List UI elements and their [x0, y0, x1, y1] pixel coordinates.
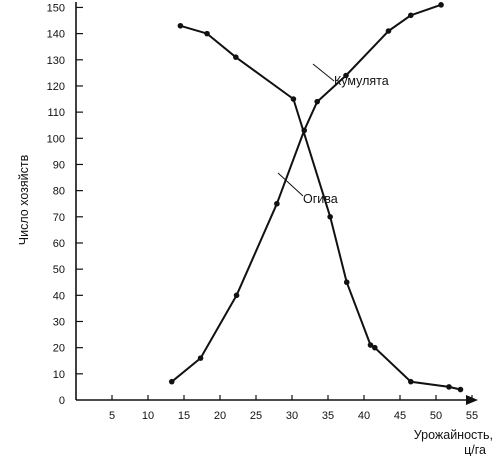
data-point-ogive	[327, 214, 333, 220]
y-axis-title: Число хозяйств	[17, 154, 31, 245]
x-tick-label: 45	[394, 410, 406, 422]
x-tick-label: 35	[322, 410, 334, 422]
series-labels: Кумулята Огива	[277, 63, 389, 206]
series-label-cumulative: Кумулята	[334, 74, 389, 88]
data-point-ogive	[343, 279, 350, 286]
y-tick-label: 70	[53, 212, 65, 224]
data-point-ogive	[177, 22, 184, 29]
series-layer	[168, 2, 464, 393]
y-tick-label: 150	[47, 2, 65, 14]
x-axis-title: Урожайность,	[414, 428, 493, 442]
data-point-cumulative	[314, 98, 321, 105]
data-point-cumulative	[438, 2, 444, 8]
series-label-ogive: Огива	[303, 192, 338, 206]
y-tick-label: 80	[53, 186, 65, 198]
x-tick-label: 40	[358, 410, 370, 422]
x-axis-unit: ц/га	[464, 443, 486, 456]
y-tick-label: 100	[47, 133, 65, 145]
y-tick-label: 90	[53, 159, 65, 171]
data-point-cumulative	[408, 12, 414, 19]
data-point-ogive	[233, 54, 239, 60]
series-ogive	[177, 22, 464, 393]
series-leader-cumulative	[312, 63, 335, 82]
series-line-ogive	[179, 24, 462, 391]
x-axis: 5 10 15 20 25 30 35 40 45 50 55 Урожайность, ц/га	[76, 395, 493, 456]
data-point-ogive	[408, 378, 414, 385]
y-tick-label: 50	[53, 264, 65, 276]
x-tick-label: 15	[178, 410, 190, 422]
y-ticks: 0 10 20 30 40 50 60 70 80 90 100 110 120 130 140 150	[47, 2, 83, 407]
data-point-ogive	[457, 386, 464, 393]
data-point-cumulative	[343, 72, 349, 79]
x-tick-label: 25	[250, 410, 262, 422]
y-tick-label: 40	[53, 290, 65, 302]
data-point-cumulative	[197, 355, 204, 361]
data-point-cumulative	[385, 28, 392, 34]
x-tick-label: 10	[142, 410, 154, 422]
y-tick-label: 30	[53, 316, 65, 328]
data-point-cumulative	[233, 292, 240, 299]
data-point-cumulative	[274, 200, 280, 207]
y-tick-label: 10	[53, 369, 65, 381]
y-tick-label: 0	[59, 395, 65, 407]
data-point-ogive	[367, 342, 374, 348]
y-tick-label: 130	[47, 55, 65, 67]
series-leader-ogive	[277, 172, 304, 197]
x-tick-label: 50	[430, 410, 442, 422]
series-line-cumulative	[170, 3, 442, 383]
data-point-cumulative	[168, 378, 175, 385]
y-tick-label: 120	[47, 81, 65, 93]
data-point-ogive	[372, 344, 378, 351]
data-point-ogive	[446, 384, 452, 390]
x-tick-label: 55	[466, 410, 478, 422]
data-point-ogive	[204, 30, 210, 37]
y-tick-label: 140	[47, 29, 65, 41]
y-tick-label: 60	[53, 238, 65, 250]
y-tick-label: 110	[47, 107, 65, 119]
x-tick-label: 5	[109, 410, 115, 422]
x-tick-label: 20	[214, 410, 226, 422]
y-axis: 0 10 20 30 40 50 60 70 80 90 100 110 120 130 140 150 Чи…	[17, 2, 83, 407]
x-ticks: 5 10 15 20 25 30 35 40 45 50 55	[109, 395, 478, 422]
y-tick-label: 20	[53, 343, 65, 355]
x-tick-label: 30	[286, 410, 298, 422]
data-point-ogive	[290, 96, 297, 102]
